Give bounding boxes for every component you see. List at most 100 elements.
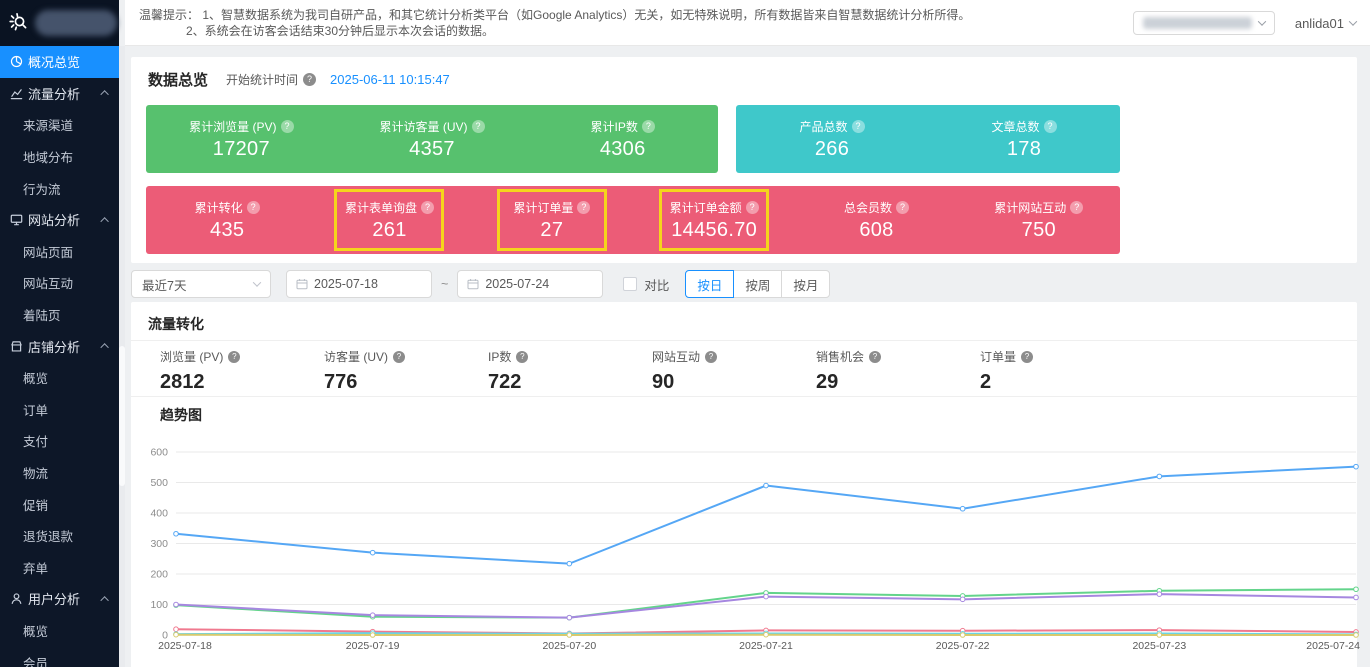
help-icon[interactable]	[869, 350, 882, 363]
sidebar-item-website-analysis[interactable]: 网站分析	[0, 204, 119, 236]
total-stat: 累计访客量 (UV) 4357	[337, 105, 528, 173]
stat-label: 订单量	[980, 350, 1017, 364]
stat-value: 266	[814, 137, 850, 160]
date-range-separator: ~	[441, 277, 449, 291]
sidebar-item-label: 概况总览	[28, 55, 81, 71]
site-select[interactable]	[1132, 11, 1275, 35]
sidebar-item-orders[interactable]: 订单	[0, 394, 119, 426]
notice-line-1: 温馨提示： 1、智慧数据系统为我司自研产品，和其它统计分析类平台（如Google…	[139, 8, 971, 22]
stat-label: IP数	[488, 350, 512, 364]
stat-label: 累计访客量 (UV)	[379, 119, 468, 134]
sidebar-item-source-channel[interactable]: 来源渠道	[0, 109, 119, 141]
help-icon[interactable]	[228, 350, 241, 363]
sidebar-item-members[interactable]: 会员	[0, 646, 119, 667]
sidebar-item-label: 行为流	[23, 182, 61, 197]
stat-value: 2	[980, 371, 992, 393]
granularity-day-button[interactable]: 按日	[685, 270, 735, 298]
user-menu[interactable]: anlida01	[1295, 16, 1358, 31]
sidebar-item-label: 会员	[23, 656, 49, 667]
stat-label: 网站互动	[652, 350, 701, 364]
sidebar-item-overview-summary[interactable]: 概况总览	[0, 46, 119, 78]
sidebar-item-user-analysis[interactable]: 用户分析	[0, 583, 119, 615]
help-icon[interactable]	[851, 119, 865, 133]
sidebar-item-label: 来源渠道	[23, 119, 74, 134]
totals-card-pink: 累计转化 435 累计表单询盘 261 累计订单量 27 累计订单金额 14456.70 总会员…	[146, 186, 1120, 254]
traffic-conversion-panel: 流量转化 浏览量 (PV) 2812 访客量 (UV) 776 IP数 722 网站互动 90…	[131, 302, 1360, 667]
start-time-label: 开始统计时间	[226, 71, 317, 88]
sidebar-item-promotion[interactable]: 促销	[0, 488, 119, 520]
help-icon[interactable]	[895, 200, 909, 214]
help-icon[interactable]	[393, 350, 405, 363]
stat-value: 722	[488, 371, 522, 393]
data-point-order-count	[959, 632, 966, 638]
notice-line-2: 2、系统会在访客会话结束30分钟后显示本次会话的数据。	[186, 24, 495, 38]
monitor-icon	[10, 213, 23, 226]
help-icon[interactable]	[471, 119, 485, 133]
y-axis-tick-label: 600	[150, 447, 168, 459]
conversion-stat: 浏览量 (PV) 2812	[160, 348, 324, 394]
sidebar-item-behavior-flow[interactable]: 行为流	[0, 172, 119, 204]
data-point-pv	[1353, 463, 1359, 470]
sidebar-item-traffic-analysis[interactable]: 流量分析	[0, 78, 119, 110]
help-icon[interactable]	[246, 200, 260, 214]
help-icon[interactable]	[421, 200, 434, 214]
data-point-ip	[959, 596, 966, 603]
sidebar-scrollbar[interactable]	[119, 346, 125, 486]
sidebar-item-user-overview[interactable]: 概览	[0, 615, 119, 647]
sidebar-item-label: 促销	[23, 498, 49, 513]
total-stat: 产品总数 266	[736, 105, 928, 173]
help-icon[interactable]	[1043, 119, 1057, 133]
pie-chart-icon	[10, 55, 23, 68]
data-point-interaction	[173, 626, 179, 633]
help-icon[interactable]	[641, 119, 655, 133]
sidebar-item-abandoned-orders[interactable]: 弃单	[0, 552, 119, 584]
data-point-order-count	[566, 632, 573, 638]
sidebar-item-returns-refunds[interactable]: 退货退款	[0, 520, 119, 552]
start-time-value[interactable]: 2025-06-11 10:15:47	[330, 72, 450, 87]
help-icon[interactable]	[516, 350, 529, 363]
sidebar-item-region-distribution[interactable]: 地域分布	[0, 141, 119, 173]
stat-label: 累计订单金额	[669, 200, 742, 215]
sidebar-item-landing-page[interactable]: 着陆页	[0, 299, 119, 331]
conversion-stat: 销售机会 29	[816, 348, 980, 394]
help-icon[interactable]	[1070, 200, 1084, 214]
granularity-month-button[interactable]: 按月	[781, 270, 831, 298]
help-icon[interactable]	[280, 119, 294, 133]
stat-label: 累计浏览量 (PV)	[189, 119, 277, 134]
sidebar-item-label: 弃单	[23, 561, 49, 576]
sidebar-item-payment[interactable]: 支付	[0, 425, 119, 457]
sidebar-item-website-pages[interactable]: 网站页面	[0, 236, 119, 268]
help-icon[interactable]	[577, 200, 591, 214]
help-icon[interactable]	[705, 350, 718, 363]
sidebar-item-shop-overview[interactable]: 概览	[0, 362, 119, 394]
sidebar-item-logistics[interactable]: 物流	[0, 457, 119, 489]
data-point-order-count	[369, 632, 376, 638]
sidebar-item-website-interaction[interactable]: 网站互动	[0, 267, 119, 299]
site-select-redacted-value	[1142, 17, 1252, 29]
stat-value: 4357	[409, 137, 455, 160]
total-stat: 累计IP数 4306	[527, 105, 718, 173]
total-stat: 累计转化 435	[146, 186, 308, 254]
data-point-ip	[369, 612, 376, 618]
help-icon[interactable]	[1021, 350, 1034, 363]
spark-magnifier-logo-icon	[9, 12, 27, 31]
end-date-input[interactable]: 2025-07-24	[457, 270, 604, 298]
compare-checkbox[interactable]	[623, 277, 638, 291]
stat-label: 销售机会	[816, 350, 865, 364]
granularity-week-button[interactable]: 按周	[733, 270, 783, 298]
stat-value: 17207	[212, 137, 270, 160]
data-point-order-count	[763, 631, 769, 638]
calendar-icon	[467, 278, 479, 290]
x-axis-tick-label: 2025-07-24	[1306, 640, 1360, 652]
series-line-pv	[175, 465, 1357, 565]
help-icon[interactable]	[303, 73, 317, 86]
sidebar-item-label: 网站分析	[28, 213, 81, 229]
compare-toggle[interactable]: 对比	[623, 275, 669, 294]
date-range-select[interactable]: 最近7天	[131, 270, 271, 298]
sidebar-item-shop-analysis[interactable]: 店铺分析	[0, 330, 119, 362]
start-date-input[interactable]: 2025-07-18	[286, 270, 432, 298]
help-icon[interactable]	[745, 200, 759, 214]
sidebar-item-label: 订单	[23, 403, 49, 418]
line-chart-icon	[10, 87, 23, 100]
chevron-up-icon	[100, 90, 109, 100]
